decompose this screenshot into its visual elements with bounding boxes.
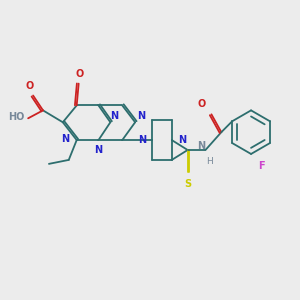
Text: N: N	[110, 111, 118, 121]
Text: N: N	[178, 135, 186, 145]
Text: S: S	[184, 179, 191, 189]
Text: N: N	[94, 145, 103, 155]
Text: N: N	[61, 134, 69, 144]
Text: O: O	[197, 99, 206, 110]
Text: HO: HO	[8, 112, 24, 122]
Text: O: O	[25, 81, 33, 91]
Text: F: F	[258, 161, 264, 171]
Text: N: N	[197, 141, 206, 151]
Text: N: N	[137, 111, 145, 121]
Text: O: O	[76, 69, 84, 79]
Text: H: H	[206, 158, 213, 166]
Text: N: N	[138, 135, 146, 145]
